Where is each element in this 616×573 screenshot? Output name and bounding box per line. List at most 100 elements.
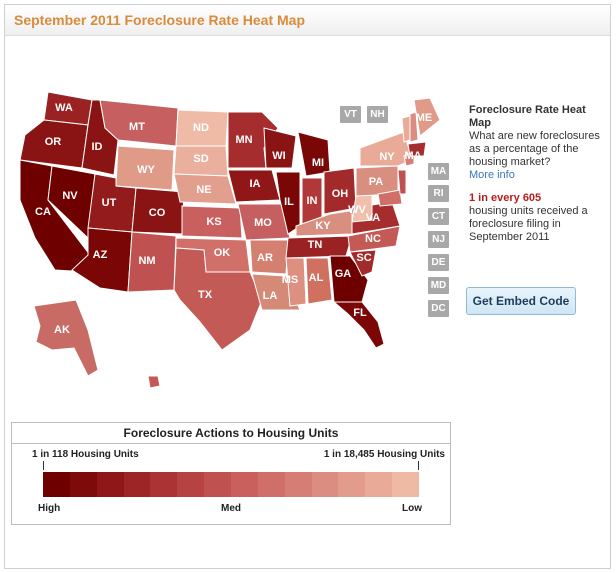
box-de[interactable]: DE [428,254,449,271]
state-md[interactable] [377,189,403,207]
label-nv: NV [62,190,78,202]
label-ga: GA [335,268,352,280]
label-or: OR [45,136,62,148]
label-ky: KY [315,220,331,232]
label-wy: WY [137,164,155,176]
legend-left-label: 1 in 118 Housing Units [32,449,139,460]
state-ks[interactable] [181,205,243,239]
info-question: What are new foreclosures as a percentag… [469,130,600,168]
legend-high-label: High [38,503,61,514]
state-wi[interactable] [263,127,297,169]
label-ms: MS [282,274,299,286]
label-nd: ND [193,122,209,134]
label-ma: MA [404,150,421,162]
label-co: CO [149,207,166,219]
state-hi[interactable] [147,375,161,389]
label-ks: KS [206,216,221,228]
label-pa: PA [369,176,384,188]
info-title: Foreclosure Rate Heat Map [469,104,586,129]
label-ut: UT [102,197,117,209]
label-ak: AK [54,324,70,336]
state-mn[interactable] [227,111,279,169]
label-ca: CA [35,206,51,218]
box-ri[interactable]: RI [428,185,449,202]
box-nh[interactable]: NH [367,106,388,123]
label-ar: AR [257,252,273,264]
state-wy[interactable] [115,145,175,191]
label-me: ME [416,112,433,124]
legend-title: Foreclosure Actions to Housing Units [12,423,450,444]
label-in: IN [307,195,318,207]
legend-right-label: 1 in 18,485 Housing Units [323,449,445,460]
label-va: VA [366,212,381,224]
state-tx[interactable] [173,247,263,351]
legend-swatch [284,472,312,497]
legend-panel: Foreclosure Actions to Housing Units 1 i… [11,422,451,525]
state-fl[interactable] [332,301,385,349]
legend-low-label: Low [402,503,422,514]
state-ms[interactable] [285,257,307,307]
state-or[interactable] [19,119,89,169]
label-la: LA [263,290,278,302]
legend-swatch [231,472,258,497]
label-ny: NY [379,151,395,163]
legend-swatch [150,472,178,497]
state-ak[interactable] [33,299,99,377]
label-az: AZ [93,249,108,261]
legend-swatch [43,472,70,497]
box-nj[interactable]: NJ [428,231,449,248]
state-al[interactable] [305,257,333,305]
box-ct[interactable]: CT [428,208,449,225]
label-mn: MN [235,134,252,146]
label-nm: NM [138,255,155,267]
state-mt[interactable] [99,99,179,147]
legend-color-scale [43,472,420,497]
legend-right-tick [418,461,419,470]
page-title: September 2011 Foreclosure Rate Heat Map [14,12,306,28]
state-nh[interactable] [409,111,419,143]
legend-swatch [69,472,97,497]
label-sc: SC [356,252,371,264]
label-wi: WI [272,150,285,162]
label-wa: WA [55,102,73,114]
label-fl: FL [353,307,367,319]
label-ia: IA [250,178,261,190]
legend-swatch [338,472,366,497]
info-panel: Foreclosure Rate Heat Map What are new f… [469,104,605,244]
state-ma[interactable] [407,141,427,157]
legend-swatch [123,472,151,497]
label-tn: TN [308,239,323,251]
state-me[interactable] [413,97,441,137]
more-info-link[interactable]: More info [469,169,515,181]
legend-swatch [311,472,339,497]
state-nj[interactable] [397,169,407,195]
state-ne[interactable] [173,173,237,205]
legend-left-tick [43,461,44,470]
legend-swatch [392,472,420,497]
label-tx: TX [198,289,213,301]
legend-swatch [177,472,205,497]
rate-highlight: 1 in every 605 [469,192,542,204]
label-nc: NC [365,233,381,245]
label-ne: NE [196,184,211,196]
legend-swatch [257,472,285,497]
box-dc[interactable]: DC [428,300,449,317]
legend-med-label: Med [221,503,241,514]
box-md[interactable]: MD [428,277,449,294]
header-bar: September 2011 Foreclosure Rate Heat Map [5,5,610,36]
state-il[interactable] [275,171,301,235]
label-id: ID [92,141,103,153]
state-vt[interactable] [401,115,411,143]
state-ar[interactable] [249,239,289,275]
legend-swatch [96,472,124,497]
legend-swatch [365,472,393,497]
label-wv: WV [348,204,366,216]
label-sd: SD [193,153,208,165]
box-ma[interactable]: MA [428,163,449,180]
get-embed-code-button[interactable]: Get Embed Code [466,287,576,315]
box-vt[interactable]: VT [340,106,361,123]
label-mo: MO [254,217,272,229]
state-sc[interactable] [349,249,377,277]
state-mi[interactable] [297,131,331,177]
